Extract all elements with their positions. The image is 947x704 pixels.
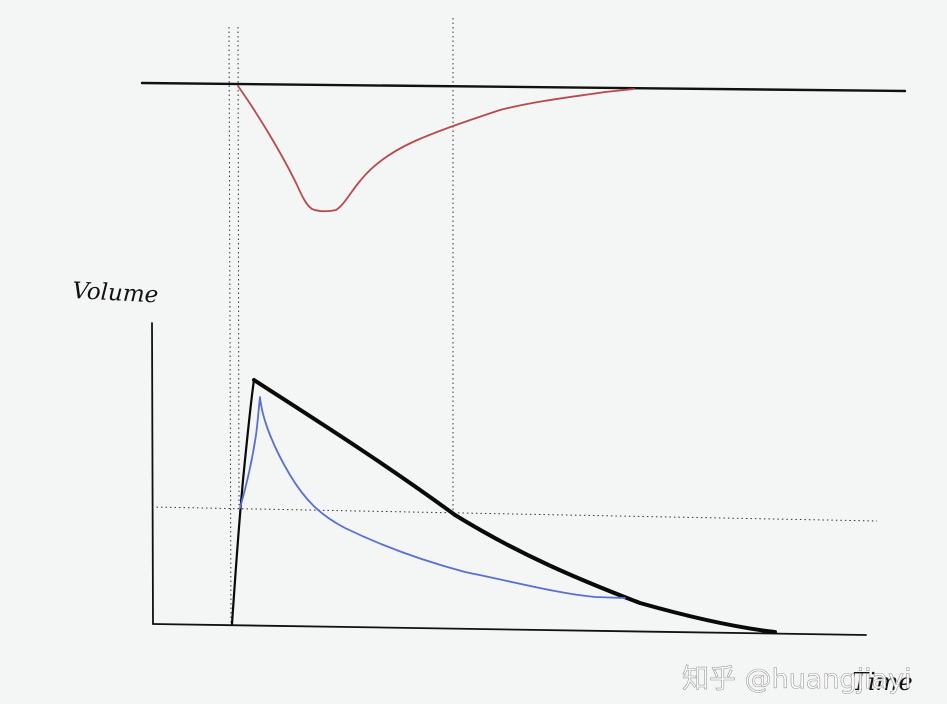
blue-curve [239,396,626,599]
y-axis [151,322,154,625]
top-baseline [140,81,907,93]
guide-vertical-1 [228,26,232,626]
watermark: 知乎 @huangjiayi [682,664,912,695]
x-axis-label: Time [852,668,913,696]
guide-horizontal [151,506,878,522]
x-axis [152,623,867,636]
guide-vertical-2 [237,26,240,506]
red-curve [237,85,635,213]
black-curve-decay [252,378,777,634]
y-axis-label: Volume [72,278,159,308]
black-curve [230,378,256,626]
